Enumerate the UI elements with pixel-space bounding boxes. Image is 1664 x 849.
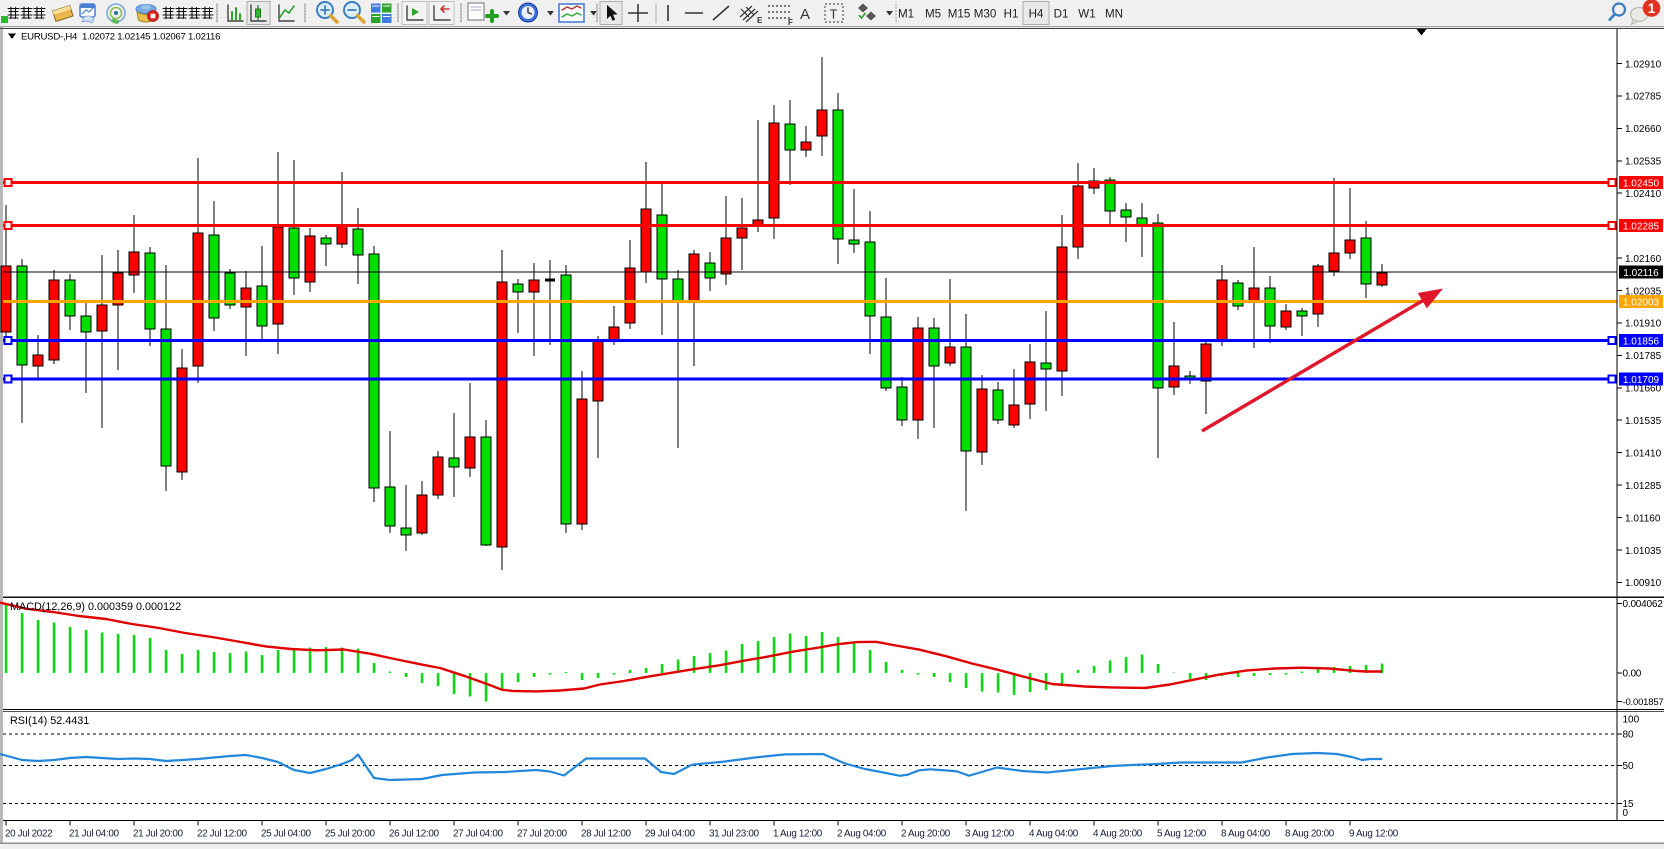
svg-text:EURUSD-,H4 1.02072 1.02145 1.: EURUSD-,H4 1.02072 1.02145 1.02067 1.021… <box>21 32 220 43</box>
svg-text:4 Aug 20:00: 4 Aug 20:00 <box>1093 829 1143 840</box>
svg-text:22 Jul 12:00: 22 Jul 12:00 <box>197 829 247 840</box>
svg-text:100: 100 <box>1623 715 1640 726</box>
svg-text:1.01660: 1.01660 <box>1625 384 1662 395</box>
svg-text:1.02035: 1.02035 <box>1625 286 1662 297</box>
svg-text:1.02535: 1.02535 <box>1625 157 1662 168</box>
svg-text:1.02910: 1.02910 <box>1625 59 1662 70</box>
svg-text:4 Aug 04:00: 4 Aug 04:00 <box>1029 829 1079 840</box>
svg-text:26 Jul 12:00: 26 Jul 12:00 <box>389 829 439 840</box>
svg-text:9 Aug 12:00: 9 Aug 12:00 <box>1349 829 1399 840</box>
svg-text:0.004062: 0.004062 <box>1623 599 1664 610</box>
svg-text:31 Jul 23:00: 31 Jul 23:00 <box>709 829 759 840</box>
svg-text:0: 0 <box>1623 808 1629 819</box>
svg-text:1.01856: 1.01856 <box>1623 336 1660 347</box>
svg-text:1.01410: 1.01410 <box>1625 449 1662 460</box>
svg-text:1.01535: 1.01535 <box>1625 416 1662 427</box>
svg-text:MACD(12,26,9) 0.000359 0.00012: MACD(12,26,9) 0.000359 0.000122 <box>10 601 181 613</box>
svg-text:1.01910: 1.01910 <box>1625 319 1662 330</box>
svg-text:1.02410: 1.02410 <box>1625 189 1662 200</box>
svg-text:1.00910: 1.00910 <box>1625 578 1662 589</box>
svg-text:T: T <box>830 7 838 22</box>
svg-text:M15: M15 <box>948 8 971 21</box>
svg-text:27 Jul 20:00: 27 Jul 20:00 <box>517 829 567 840</box>
svg-text:H1: H1 <box>1004 8 1019 21</box>
svg-text:8 Aug 04:00: 8 Aug 04:00 <box>1221 829 1271 840</box>
svg-text:1.01160: 1.01160 <box>1625 513 1661 524</box>
svg-text:D1: D1 <box>1054 8 1069 21</box>
svg-text:2 Aug 20:00: 2 Aug 20:00 <box>901 829 951 840</box>
svg-text:1.02003: 1.02003 <box>1623 297 1660 308</box>
svg-text:8 Aug 20:00: 8 Aug 20:00 <box>1285 829 1335 840</box>
svg-text:21 Jul 04:00: 21 Jul 04:00 <box>69 829 119 840</box>
svg-text:M1: M1 <box>898 8 914 21</box>
svg-text:15: 15 <box>1623 799 1635 810</box>
svg-text:25 Jul 04:00: 25 Jul 04:00 <box>261 829 311 840</box>
svg-text:H4: H4 <box>1029 8 1044 21</box>
svg-text:MN: MN <box>1105 8 1123 21</box>
svg-text:20 Jul 2022: 20 Jul 2022 <box>5 829 52 840</box>
svg-text:1.01709: 1.01709 <box>1623 375 1660 386</box>
svg-text:1.02450: 1.02450 <box>1623 178 1660 189</box>
svg-text:1.01035: 1.01035 <box>1625 546 1662 557</box>
svg-text:2 Aug 04:00: 2 Aug 04:00 <box>837 829 887 840</box>
svg-text:25 Jul 20:00: 25 Jul 20:00 <box>325 829 375 840</box>
svg-text:29 Jul 04:00: 29 Jul 04:00 <box>645 829 695 840</box>
svg-text:28 Jul 12:00: 28 Jul 12:00 <box>581 829 631 840</box>
svg-text:W1: W1 <box>1078 8 1095 21</box>
svg-text:RSI(14) 52.4431: RSI(14) 52.4431 <box>10 715 89 727</box>
svg-text:1.01285: 1.01285 <box>1625 481 1662 492</box>
svg-text:1: 1 <box>1648 1 1656 16</box>
svg-text:M30: M30 <box>974 8 997 21</box>
svg-text:-0.001857: -0.001857 <box>1623 697 1664 708</box>
svg-text:M5: M5 <box>925 8 941 21</box>
svg-text:1.02785: 1.02785 <box>1625 92 1662 103</box>
svg-text:3 Aug 12:00: 3 Aug 12:00 <box>965 829 1015 840</box>
svg-text:5 Aug 12:00: 5 Aug 12:00 <box>1157 829 1207 840</box>
svg-text:1.02116: 1.02116 <box>1623 268 1659 279</box>
svg-text:F: F <box>788 18 793 27</box>
svg-text:1.01785: 1.01785 <box>1625 351 1662 362</box>
svg-text:E: E <box>757 16 763 25</box>
svg-text:50: 50 <box>1623 761 1635 772</box>
svg-text:27 Jul 04:00: 27 Jul 04:00 <box>453 829 503 840</box>
svg-text:1.02160: 1.02160 <box>1625 254 1662 265</box>
svg-text:21 Jul 20:00: 21 Jul 20:00 <box>133 829 183 840</box>
svg-text:A: A <box>800 6 810 23</box>
svg-text:0.00: 0.00 <box>1623 669 1642 680</box>
svg-text:1 Aug 12:00: 1 Aug 12:00 <box>773 829 823 840</box>
svg-text:1.02285: 1.02285 <box>1623 221 1660 232</box>
svg-text:80: 80 <box>1623 730 1635 741</box>
svg-text:1.02660: 1.02660 <box>1625 124 1662 135</box>
